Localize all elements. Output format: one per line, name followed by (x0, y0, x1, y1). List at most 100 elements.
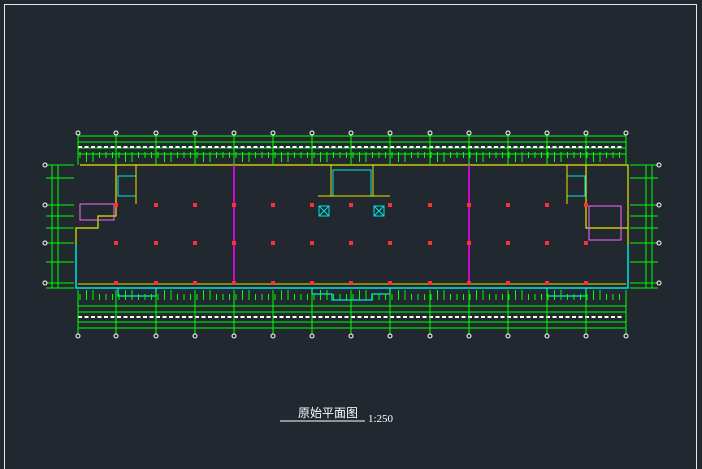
dim-text (533, 146, 537, 148)
dim-text (240, 316, 245, 318)
dim-text (559, 146, 563, 148)
dim-text (552, 146, 557, 148)
dim-text (110, 146, 115, 148)
dim-text (221, 146, 225, 148)
toilet (79, 203, 115, 221)
axis-bubble (75, 130, 81, 136)
column (193, 241, 197, 245)
dim-text (435, 146, 440, 148)
floor-plan (75, 163, 629, 301)
dim-text (500, 146, 505, 148)
dim-text (455, 146, 459, 148)
dim-text (507, 146, 511, 148)
dim-text (611, 146, 615, 148)
column (193, 281, 197, 285)
dim-text (143, 316, 147, 318)
column (271, 203, 275, 207)
dim-text (97, 316, 102, 318)
dim-text (377, 146, 381, 148)
dim-text (487, 316, 492, 318)
dim-text (461, 316, 466, 318)
axis-bubble (192, 333, 198, 339)
dim-text (403, 316, 407, 318)
dim-text (487, 146, 492, 148)
dim-text (227, 146, 232, 148)
dim-text (390, 146, 394, 148)
dim-text (331, 316, 336, 318)
dim-text (175, 316, 180, 318)
column (154, 203, 158, 207)
dim-text (299, 146, 303, 148)
column (428, 281, 432, 285)
dim-text (539, 146, 544, 148)
drawing-title: 原始平面图 (298, 406, 358, 420)
dim-text (182, 146, 186, 148)
axis-bubble (623, 130, 629, 136)
column (467, 241, 471, 245)
dim-text (156, 146, 160, 148)
dim-text (286, 146, 290, 148)
dim-text (201, 146, 206, 148)
dim-text (533, 316, 537, 318)
axis-bubble (656, 240, 662, 246)
wall (80, 164, 629, 245)
column (545, 241, 549, 245)
dim-text (273, 316, 277, 318)
dim-text (474, 316, 479, 318)
elevator (373, 205, 385, 217)
axis-bubble (544, 333, 550, 339)
dim-text (546, 146, 550, 148)
dim-text (214, 316, 219, 318)
dim-text (84, 146, 89, 148)
dim-text (299, 316, 303, 318)
dim-text (559, 316, 563, 318)
dim-text (260, 316, 264, 318)
dim-text (468, 316, 472, 318)
dim-text (279, 316, 284, 318)
dim-text (390, 316, 394, 318)
axis-bubble (387, 130, 393, 136)
wall (135, 165, 568, 204)
dim-text (325, 146, 329, 148)
axis-bubble (427, 333, 433, 339)
axis-bubble (75, 333, 81, 339)
dim-text (247, 316, 251, 318)
dim-text (78, 146, 82, 148)
dim-text (195, 146, 199, 148)
dim-text (591, 146, 596, 148)
dim-text (130, 146, 134, 148)
dim-text (227, 316, 232, 318)
dim-text (565, 146, 570, 148)
wall (75, 245, 629, 289)
axis-bubble (113, 130, 119, 136)
dim-text (149, 146, 154, 148)
column (545, 203, 549, 207)
column (114, 203, 118, 207)
dim-text (344, 316, 349, 318)
dim-text (448, 316, 453, 318)
dim-text (409, 146, 414, 148)
dim-text (279, 146, 284, 148)
dimensions (42, 130, 662, 339)
dim-text (468, 146, 472, 148)
column (506, 203, 510, 207)
dim-text (214, 146, 219, 148)
dim-text (370, 316, 375, 318)
dim-text (286, 316, 290, 318)
wall (75, 165, 117, 245)
dim-text (513, 316, 518, 318)
dim-text (604, 146, 609, 148)
dim-text (318, 146, 323, 148)
dim-text (591, 316, 596, 318)
column (154, 281, 158, 285)
toilet (588, 205, 622, 241)
column (232, 281, 236, 285)
dim-text (442, 316, 446, 318)
dim-text (422, 146, 427, 148)
axis-bubble (656, 202, 662, 208)
column (114, 281, 118, 285)
axis-bubble (583, 130, 589, 136)
dim-text (370, 146, 375, 148)
dim-text (513, 146, 518, 148)
column (232, 241, 236, 245)
